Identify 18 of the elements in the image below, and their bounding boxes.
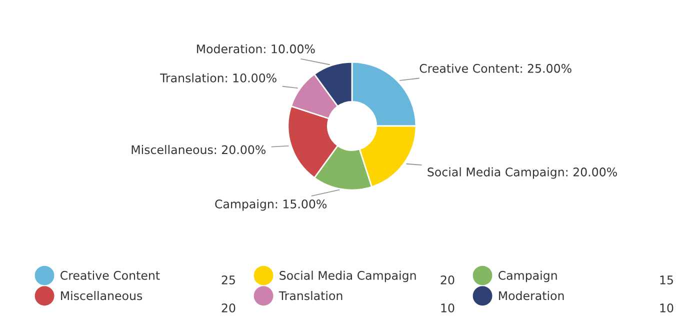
data-label: Creative Content: 25.00%: [420, 64, 572, 73]
legend-label: Creative Content: [60, 270, 160, 280]
legend-label: Miscellaneous: [61, 291, 142, 300]
text: 25: [222, 275, 235, 284]
text: 20: [440, 275, 454, 284]
text: 15: [660, 276, 673, 284]
data-label: Miscellaneous: 20.00%: [132, 145, 266, 154]
text: 10: [441, 303, 454, 312]
data-label: Moderation: 10.00%: [197, 44, 315, 54]
text: 20: [222, 303, 236, 312]
text: 10: [660, 303, 674, 312]
data-label: Translation: 10.00%: [160, 73, 276, 82]
data-label: Campaign: 15.00%: [215, 199, 327, 211]
legend-label: Moderation: [499, 291, 564, 300]
legend-label: Campaign: [498, 270, 557, 282]
legend-label: Translation: [278, 291, 342, 300]
data-label: Social Media Campaign: 20.00%: [428, 167, 617, 179]
legend-label: Social Media Campaign: [280, 270, 416, 282]
